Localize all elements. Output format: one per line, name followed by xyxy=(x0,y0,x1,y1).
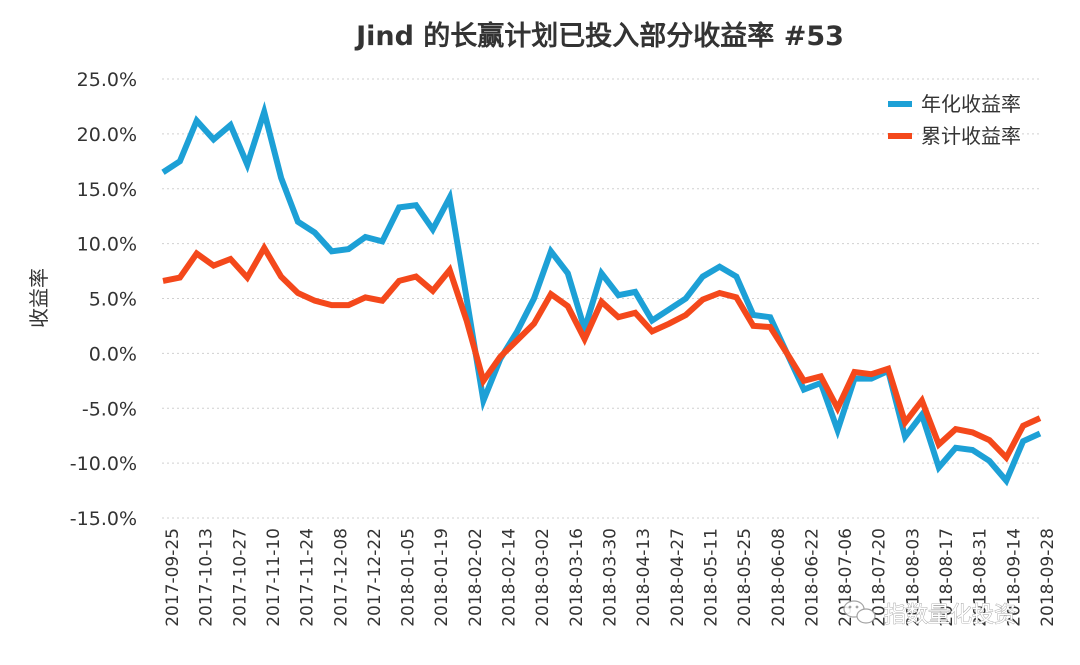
x-tick-label: 2018-02-02 xyxy=(466,528,486,627)
chart-title: Jind 的长赢计划已投入部分收益率 #53 xyxy=(354,20,844,52)
y-tick-label: -15.0% xyxy=(70,508,137,530)
x-tick-label: 2017-12-08 xyxy=(331,528,351,627)
x-tick-label: 2018-06-22 xyxy=(802,528,822,627)
x-tick-label: 2018-04-27 xyxy=(668,528,688,627)
watermark-text: 指数量化投资 xyxy=(884,603,1016,628)
y-tick-label: 15.0% xyxy=(77,179,137,201)
y-tick-label: -5.0% xyxy=(82,398,137,420)
wechat-icon xyxy=(843,600,876,624)
legend-label-cumulative: 累计收益率 xyxy=(921,124,1021,148)
x-tick-label: 2018-08-31 xyxy=(971,528,991,627)
y-tick-label: -10.0% xyxy=(70,453,137,475)
y-tick-label: 0.0% xyxy=(89,343,137,365)
series-line-annualized xyxy=(161,101,1042,487)
x-tick-label: 2018-01-19 xyxy=(432,528,452,627)
x-tick-label: 2017-09-25 xyxy=(163,528,183,627)
x-tick-label: 2018-02-14 xyxy=(500,528,520,627)
x-tick-label: 2018-01-05 xyxy=(399,528,419,627)
x-tick-label: 2017-10-27 xyxy=(230,528,250,627)
y-tick-label: 25.0% xyxy=(77,69,137,91)
x-tick-label: 2018-07-20 xyxy=(870,528,890,627)
series-lines xyxy=(161,101,1042,487)
x-axis-ticks: 2017-09-25 2017-10-13 2017-10-27 2017-11-10… xyxy=(163,528,1058,627)
x-tick-label: 2018-03-30 xyxy=(601,528,621,627)
x-tick-label: 2018-08-17 xyxy=(937,528,957,627)
x-tick-label: 2018-04-13 xyxy=(634,528,654,627)
x-tick-label: 2017-11-10 xyxy=(264,528,284,627)
x-tick-label: 2018-09-14 xyxy=(1004,528,1024,627)
x-tick-label: 2018-03-02 xyxy=(533,528,553,627)
legend: 年化收益率 累计收益率 xyxy=(888,92,1021,148)
x-tick-label: 2018-05-25 xyxy=(735,528,755,627)
x-tick-label: 2018-06-08 xyxy=(769,528,789,627)
y-tick-label: 10.0% xyxy=(77,234,137,256)
series-line-cumulative xyxy=(162,242,1042,463)
x-tick-label: 2017-12-22 xyxy=(365,528,385,627)
y-tick-label: 5.0% xyxy=(89,289,137,311)
x-tick-label: 2017-10-13 xyxy=(197,528,217,627)
watermark: 指数量化投资 xyxy=(843,600,1016,628)
x-tick-label: 2018-03-16 xyxy=(567,528,587,627)
y-axis-label: 收益率 xyxy=(27,268,51,328)
x-tick-label: 2018-08-03 xyxy=(903,528,923,627)
legend-label-annualized: 年化收益率 xyxy=(921,92,1021,116)
y-axis-ticks: 25.0% 20.0% 15.0% 10.0% 5.0% 0.0% -5.0% -10.0% -… xyxy=(70,69,137,530)
x-tick-label: 2018-05-11 xyxy=(701,528,721,627)
x-tick-label: 2018-09-28 xyxy=(1038,528,1058,627)
x-tick-label: 2017-11-24 xyxy=(298,528,318,627)
y-tick-label: 20.0% xyxy=(77,124,137,146)
